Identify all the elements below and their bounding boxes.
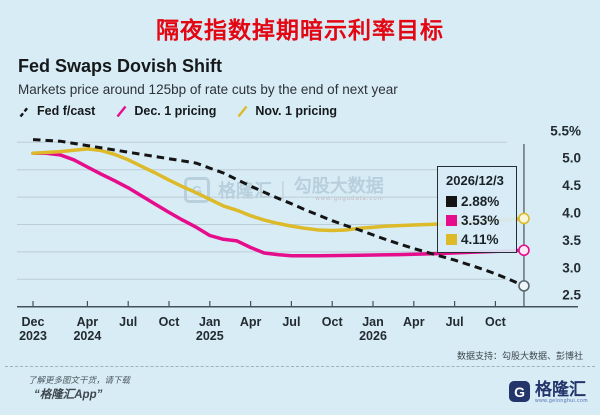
- callout-date: 2026/12/3: [446, 173, 504, 188]
- chart-title: Fed Swaps Dovish Shift: [18, 56, 223, 76]
- x-axis-label: Oct: [159, 315, 181, 329]
- x-axis-label: Jul: [446, 315, 464, 329]
- callout-value: 4.11%: [461, 232, 499, 247]
- x-axis-label: Apr: [240, 315, 262, 329]
- legend-item-1: Dec. 1 pricing: [115, 104, 216, 118]
- brand-logo: G 格隆汇 www.gelonghui.com: [509, 381, 588, 404]
- x-axis-year-label: 2026: [359, 329, 387, 343]
- data-source-note: 数据支持：勾股大数据、彭博社: [456, 351, 583, 361]
- x-axis-year-label: 2024: [73, 329, 101, 343]
- series-line: [32, 138, 525, 288]
- callout-swatch-icon: [446, 215, 457, 226]
- x-axis-label: Apr: [77, 315, 99, 329]
- legend-label: Nov. 1 pricing: [255, 104, 338, 118]
- x-axis-label: Jul: [119, 315, 137, 329]
- legend-label: Dec. 1 pricing: [134, 104, 217, 118]
- footer-divider: [5, 366, 595, 367]
- y-axis-label: 4.0: [562, 206, 581, 221]
- y-axis-label: 5.0: [562, 151, 581, 166]
- brand-name: 格隆汇: [535, 380, 587, 399]
- watermark-url: www.gogudata.com: [315, 196, 384, 203]
- y-axis-label: 4.5: [562, 178, 581, 193]
- footer-promo-line2: “格隆汇App”: [34, 389, 103, 401]
- x-axis-label: Oct: [485, 315, 507, 329]
- x-axis-label: Apr: [403, 315, 425, 329]
- y-axis-label: 5.5%: [550, 125, 581, 138]
- series-line: [31, 151, 526, 258]
- footer-promo-line1: 了解更多图文干货，请下载: [28, 375, 131, 385]
- callout-swatch-icon: [446, 196, 457, 207]
- legend-item-2: Nov. 1 pricing: [236, 104, 337, 118]
- legend-slash-icon: [19, 105, 30, 117]
- callout-value: 2.88%: [461, 194, 500, 209]
- y-axis-label: 3.5: [562, 233, 581, 248]
- callout-row-1: 3.53%: [446, 211, 516, 230]
- brand-url: www.gelonghui.com: [535, 398, 588, 404]
- data-callout-box: 2026/12/3 2.88% 3.53% 4.11%: [437, 166, 517, 253]
- y-axis-label: 2.5: [562, 288, 581, 303]
- x-axis-label: Dec: [22, 315, 45, 329]
- legend-slash-icon: [116, 105, 127, 117]
- x-axis-year-label: 2025: [196, 329, 224, 343]
- x-axis-label: Jan: [362, 315, 384, 329]
- x-axis-year-label: 2023: [19, 329, 47, 343]
- x-axis-label: Oct: [322, 315, 344, 329]
- x-axis-label: Jan: [199, 315, 221, 329]
- legend-slash-icon: [237, 105, 248, 117]
- chart-legend: Fed f/cast Dec. 1 pricing Nov. 1 pricing: [18, 104, 337, 118]
- legend-label: Fed f/cast: [37, 104, 96, 118]
- y-axis-label: 3.0: [562, 260, 581, 275]
- legend-item-0: Fed f/cast: [18, 104, 95, 118]
- series-end-marker: [518, 280, 530, 292]
- watermark-brand: 格隆汇: [218, 181, 272, 201]
- series-line: [31, 147, 526, 233]
- callout-row-0: 2.88%: [446, 192, 516, 211]
- callout-row-2: 4.11%: [446, 230, 516, 249]
- watermark-logo-icon: G: [184, 177, 210, 203]
- watermark: G 格隆汇 | 勾股大数据 www.gogudata.com: [184, 177, 384, 203]
- brand-g-icon: G: [509, 381, 531, 402]
- page-title: 隔夜指数掉期暗示利率目标: [156, 17, 444, 43]
- series-end-marker: [518, 244, 530, 257]
- chart-subtitle: Markets price around 125bp of rate cuts …: [18, 82, 398, 97]
- callout-swatch-icon: [446, 234, 457, 245]
- watermark-separator: |: [280, 177, 286, 202]
- series-end-marker: [518, 212, 530, 225]
- callout-value: 3.53%: [461, 213, 500, 228]
- watermark-name: 勾股大数据: [293, 176, 384, 197]
- x-axis-label: Jul: [282, 315, 300, 329]
